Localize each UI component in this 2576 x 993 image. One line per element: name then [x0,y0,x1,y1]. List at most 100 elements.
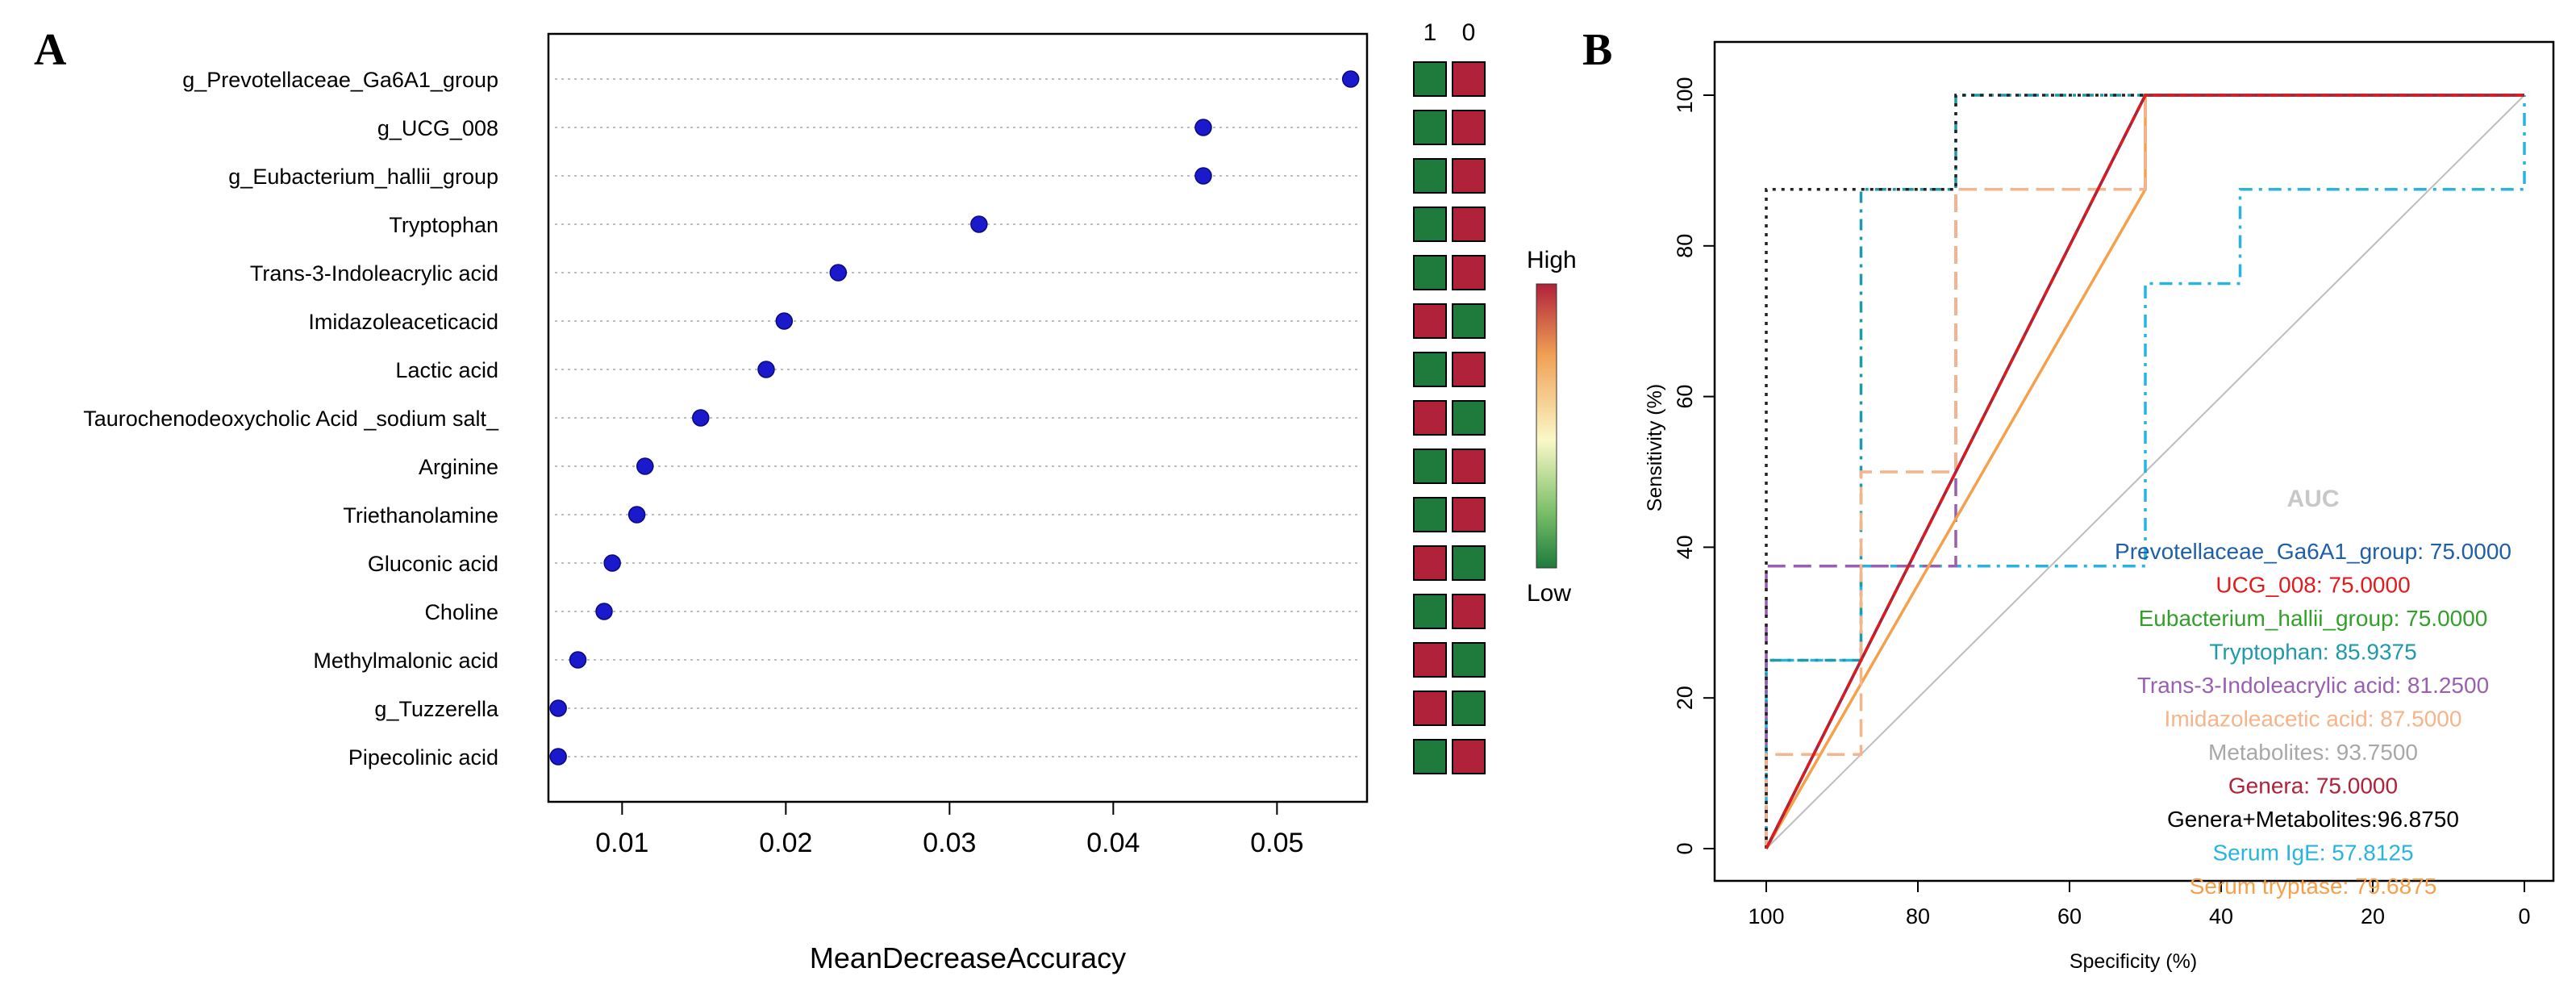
category-label: Trans-3-Indoleacrylic acid [250,261,498,286]
heatmap-cell [1452,449,1486,484]
roc-curves [1765,94,2526,849]
heatmap-cell [1452,207,1486,242]
roc-curve [1765,94,2524,849]
heatmap-cell [1452,352,1486,387]
data-point [775,312,794,330]
panel-a-gridlines [555,78,1361,757]
category-label: g_Prevotellaceae_Ga6A1_group [182,68,498,92]
y-tick-label: 100 [1673,77,1697,113]
heatmap-cell [1413,449,1447,484]
heatmap-cell [1413,207,1447,242]
x-tick-label: 20 [2361,904,2385,928]
data-point [603,554,621,572]
y-tick-label: 0 [1673,842,1697,854]
category-label: g_Tuzzerella [374,697,499,721]
x-tick-label: 100 [1748,904,1784,928]
heatmap-column-label: 0 [1462,19,1476,46]
roc-curve [1765,94,2524,849]
heatmap-cell [1452,255,1486,290]
data-point [757,361,775,378]
panel-b-letter: B [1582,25,1612,75]
data-point [627,506,646,524]
data-point [970,215,988,233]
auc-legend-entry: Serum IgE: 57.8125 [2212,841,2413,866]
heatmap-cell [1413,691,1447,726]
heatmap-cell [1413,400,1447,436]
data-point [692,409,710,427]
heatmap-cell [1413,352,1447,387]
auc-legend-entry: Genera: 75.0000 [2228,774,2398,799]
heatmap-cell [1452,545,1486,581]
data-point [569,651,587,669]
panel-a-points [549,70,1360,766]
auc-legend-entry: Imidazoleacetic acid: 87.5000 [2165,707,2462,732]
heatmap-cell [1413,545,1447,581]
heatmap-cell [1452,691,1486,726]
y-tick-label: 20 [1673,686,1697,710]
data-point [829,264,848,282]
heatmap-cell [1452,594,1486,629]
heatmap-cell [1452,61,1486,97]
data-point [1194,119,1212,136]
x-tick-label: 0 [2518,904,2530,928]
y-tick-label: 80 [1673,234,1697,258]
heatmap-cell [1452,158,1486,194]
x-tick-label: 40 [2209,904,2233,928]
auc-legend-entry: UCG_008: 75.0000 [2215,573,2410,598]
x-tick-label: 0.02 [759,828,812,858]
data-point [549,699,567,717]
heatmap-cell [1413,61,1447,97]
auc-legend-entry: Metabolites: 93.7500 [2208,740,2418,765]
x-tick-label: 0.04 [1086,828,1140,858]
category-label: Lactic acid [395,358,498,382]
y-tick-label: 60 [1673,385,1697,409]
data-point [549,748,567,766]
roc-curve [1765,95,2526,849]
heatmap-cell [1413,594,1447,629]
category-label: Pipecolinic acid [348,745,498,770]
auc-legend-entry: Genera+Metabolites:96.8750 [2167,807,2459,832]
category-label: Arginine [419,455,498,479]
category-label: Triethanolamine [343,503,498,528]
panel-a-category-labels: g_Prevotellaceae_Ga6A1_group g_UCG_008 g_E… [83,68,499,770]
auc-legend-entry: Tryptophan: 85.9375 [2209,640,2416,665]
color-scale-low-label: Low [1527,580,1571,607]
category-label: Tryptophan [389,213,498,237]
auc-legend-entry: Trans-3-Indoleacrylic acid: 81.2500 [2137,673,2489,698]
category-label: Gluconic acid [368,552,498,576]
color-scale-bar [1536,283,1557,569]
auc-legend: Prevotellaceae_Ga6A1_group: 75.0000 UCG_0… [2115,539,2511,899]
auc-legend-entry: Prevotellaceae_Ga6A1_group: 75.0000 [2115,539,2511,564]
auc-legend-entry: Serum tryptase: 79.6875 [2190,874,2437,899]
heatmap-cell [1413,110,1447,145]
x-tick-label: 0.05 [1250,828,1303,858]
heatmap-cell [1413,303,1447,339]
panel-b-axes: 100 80 60 40 20 0 0 20 40 60 80 100 [1673,77,2531,928]
data-point [595,603,613,620]
heatmap-cell [1452,739,1486,774]
heatmap-cell [1413,497,1447,532]
data-point [1341,70,1360,88]
panel-b-x-label: Specificity (%) [2070,950,2197,973]
panel-a-x-label: MeanDecreaseAccuracy [810,941,1126,974]
panel-a-x-axis: 0.01 0.02 0.03 0.04 0.05 [595,802,1303,858]
panel-a-plot-frame [547,32,1369,803]
panel-b-roc-plot: 100 80 60 40 20 0 0 20 40 60 80 100 Specificity (%)… [1644,40,2555,973]
data-point [1194,167,1212,185]
x-tick-label: 80 [1906,904,1930,928]
heatmap-cell [1452,110,1486,145]
category-label: Imidazoleaceticacid [308,310,498,334]
category-label: g_UCG_008 [377,116,498,140]
panel-b-y-label: Sensitivity (%) [1644,384,1666,511]
heatmap-cell [1413,739,1447,774]
heatmap-cell [1452,303,1486,339]
heatmap-cell [1452,642,1486,678]
category-label: g_Eubacterium_hallii_group [228,165,498,189]
x-tick-label: 0.03 [923,828,976,858]
color-scale-high-label: High [1527,247,1577,273]
x-tick-label: 60 [2057,904,2082,928]
panel-a-dot-plot: g_Prevotellaceae_Ga6A1_group g_UCG_008 g_E… [83,19,1577,974]
heatmap-cell [1413,642,1447,678]
